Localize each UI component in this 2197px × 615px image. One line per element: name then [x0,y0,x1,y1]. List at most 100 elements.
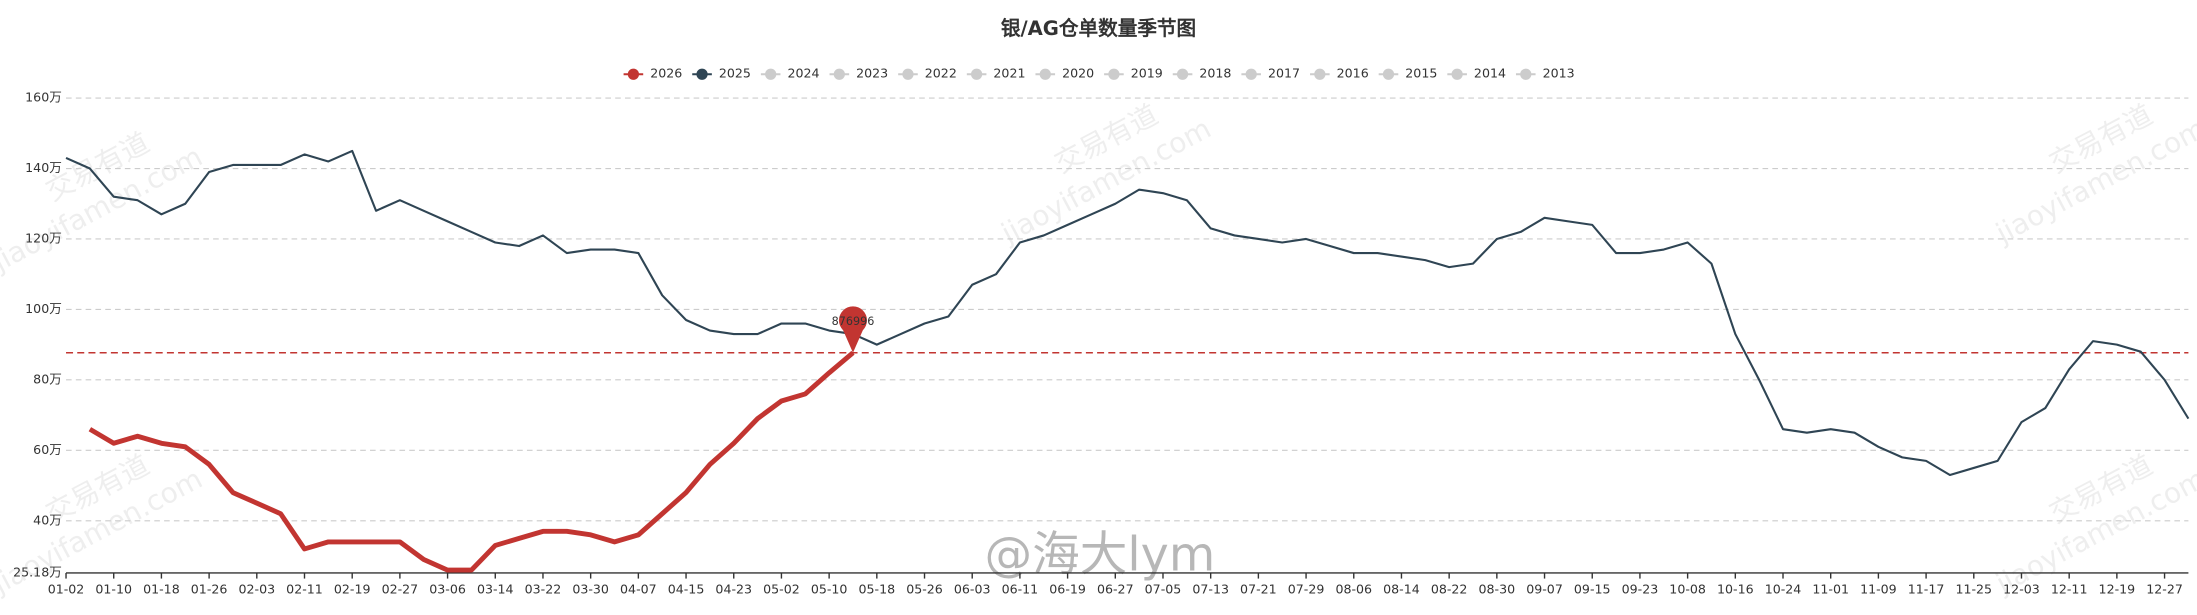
mark-point-label: 876996 [832,315,875,328]
legend-swatch [1176,68,1189,80]
x-tick-label: 04-23 [715,581,752,596]
x-tick-label: 05-02 [763,581,800,596]
x-tick-label: 12-11 [2051,581,2088,596]
legend-item[interactable]: 2024 [760,66,820,81]
x-tick-label: 06-03 [954,581,991,596]
series-line [88,350,855,573]
legend-item[interactable]: 2013 [1515,66,1575,81]
legend-label: 2020 [1062,66,1094,81]
x-tick-label: 01-10 [95,581,132,596]
x-tick-label: 05-26 [906,581,943,596]
legend-label: 2024 [787,66,819,81]
legend-label: 2025 [719,66,751,81]
y-tick-label: 25.18万 [13,564,62,579]
x-tick-label: 08-22 [1431,581,1468,596]
legend-item[interactable]: 2014 [1447,66,1506,81]
legend-label: 2019 [1131,66,1163,81]
x-tick-label: 12-19 [2099,581,2136,596]
x-tick-label: 12-27 [2146,581,2183,596]
x-tick-label: 09-15 [1574,581,1611,596]
y-tick-label: 80万 [33,371,62,386]
legend-item[interactable]: 2018 [1172,66,1232,81]
legend-label: 2018 [1199,66,1231,81]
x-tick-label: 05-18 [859,581,896,596]
legend-swatch [627,68,640,80]
legend-label: 2017 [1268,66,1300,81]
series-line [65,149,2190,477]
x-tick-label: 03-22 [525,581,562,596]
legend-item[interactable]: 2023 [829,66,889,81]
legend-swatch [1108,68,1120,80]
x-tick-label: 04-07 [620,581,657,596]
mark-point [838,306,867,353]
legend-label: 2013 [1543,66,1575,81]
y-tick-label: 140万 [25,160,62,175]
legend-label: 2015 [1405,66,1437,81]
legend-swatch [1451,68,1463,80]
legend-item[interactable]: 2019 [1104,66,1163,81]
y-tick-label: 120万 [25,230,62,245]
legend-swatch [765,68,777,80]
legend-swatch [1039,68,1051,80]
x-tick-label: 08-06 [1335,581,1372,596]
x-tick-label: 04-15 [668,581,705,596]
chart-title: 银/AG仓单数量季节图 [1001,17,1196,40]
legend-item[interactable]: 2016 [1310,66,1369,81]
x-tick-label: 10-08 [1669,581,1706,596]
legend-label: 2016 [1337,66,1369,81]
y-tick-label: 160万 [25,90,62,105]
legend-swatch [833,68,845,80]
watermark: @海大lym [985,528,1216,583]
y-tick-label: 100万 [25,301,62,316]
x-tick-label: 02-19 [334,581,371,596]
x-tick-label: 02-11 [286,581,323,596]
legend-swatch [1245,68,1257,80]
x-tick-label: 08-30 [1479,581,1516,596]
x-tick-label: 10-24 [1765,581,1802,596]
legend-swatch [1382,68,1395,80]
x-tick-label: 07-29 [1288,581,1325,596]
x-tick-label: 06-27 [1097,581,1134,596]
x-tick-label: 01-26 [191,581,228,596]
x-tick-label: 03-30 [572,581,609,596]
x-tick-label: 03-06 [429,581,466,596]
x-tick-label: 11-25 [1955,581,1992,596]
x-tick-label: 06-19 [1049,581,1086,596]
legend-label: 2026 [650,66,682,81]
y-tick-label: 40万 [33,512,62,527]
x-tick-label: 02-27 [382,581,419,596]
x-tick-label: 07-21 [1240,581,1277,596]
legend-label: 2014 [1474,66,1506,81]
legend-item[interactable]: 2015 [1378,66,1438,81]
legend-swatch [1520,68,1532,80]
y-tick-label: 60万 [33,442,62,457]
legend-swatch [971,68,983,80]
x-tick-label: 12-03 [2003,581,2040,596]
x-tick-label: 07-13 [1192,581,1229,596]
legend-item[interactable]: 2022 [898,66,957,81]
x-tick-label: 11-01 [1812,581,1849,596]
legend-swatch [1314,68,1326,80]
legend-item[interactable]: 2026 [623,66,683,81]
x-tick-label: 01-18 [143,581,180,596]
legend-label: 2021 [993,66,1025,81]
legend-swatch [902,68,914,80]
x-tick-label: 11-17 [1908,581,1945,596]
x-tick-label: 05-10 [811,581,848,596]
legend-item[interactable]: 2021 [966,66,1026,81]
x-tick-label: 06-11 [1002,581,1039,596]
legend-label: 2022 [925,66,957,81]
x-tick-label: 08-14 [1383,581,1420,596]
x-tick-label: 10-16 [1717,581,1754,596]
legend-swatch [696,68,708,80]
legend-item[interactable]: 2017 [1241,66,1300,81]
x-tick-label: 02-03 [238,581,275,596]
legend-item[interactable]: 2025 [692,66,751,81]
legend-label: 2023 [856,66,888,81]
x-tick-label: 11-09 [1860,581,1897,596]
x-tick-label: 07-05 [1145,581,1182,596]
x-tick-label: 09-07 [1526,581,1563,596]
legend-item[interactable]: 2020 [1035,66,1094,81]
x-tick-label: 03-14 [477,581,514,596]
